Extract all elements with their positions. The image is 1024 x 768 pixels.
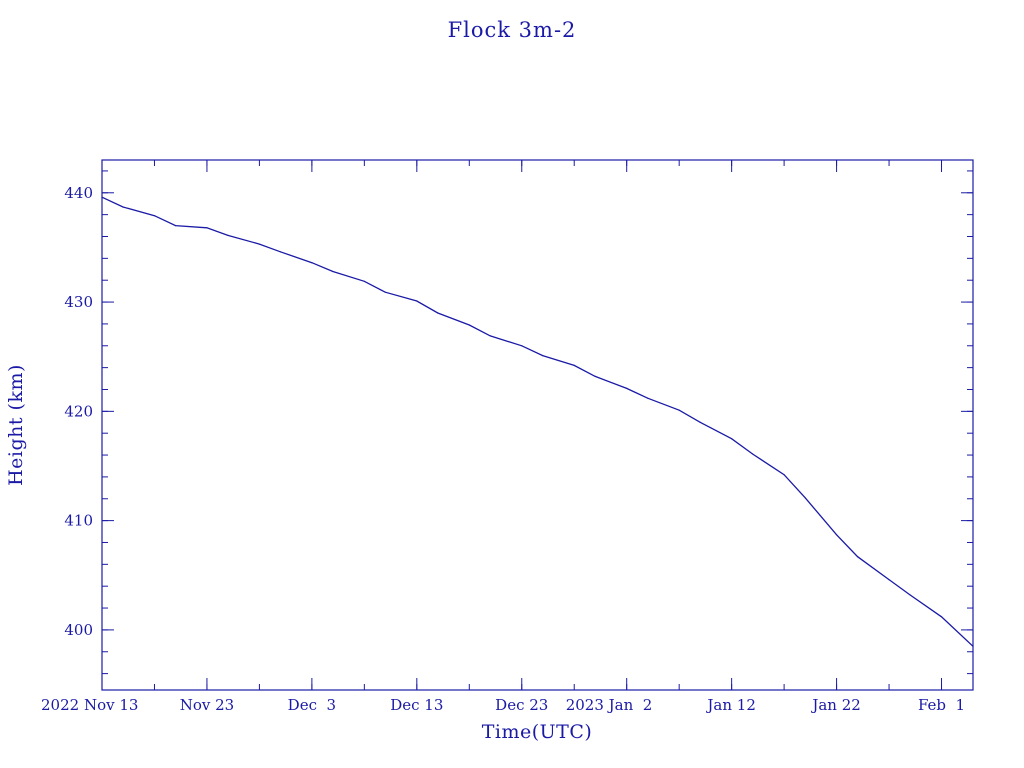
chart-title: Flock 3m-2 — [448, 18, 577, 42]
y-tick-label: 440 — [64, 184, 93, 202]
series-line — [101, 196, 974, 647]
data-point — [857, 556, 859, 558]
data-point — [384, 291, 386, 293]
data-point — [227, 234, 229, 236]
data-point — [489, 335, 491, 337]
data-point — [258, 243, 260, 245]
data-point — [783, 474, 785, 476]
data-point — [731, 438, 733, 440]
data-point — [363, 280, 365, 282]
x-tick-label: Nov 23 — [180, 696, 235, 714]
y-tick-label: 430 — [64, 293, 93, 311]
data-point — [542, 355, 544, 357]
data-point — [153, 215, 156, 217]
data-point — [909, 594, 911, 596]
data-point — [678, 409, 680, 411]
data-point — [206, 227, 208, 229]
data-point — [804, 497, 806, 499]
x-tick-label: Feb 1 — [918, 696, 965, 714]
y-axis-label: Height (km) — [5, 364, 27, 486]
data-point — [122, 206, 124, 208]
data-point — [573, 364, 575, 366]
axis-ticks — [101, 160, 973, 690]
data-point — [332, 270, 334, 273]
y-tick-label: 420 — [64, 402, 93, 420]
data-point — [888, 579, 890, 581]
plot-series — [101, 196, 974, 647]
x-tick-label: 2022 Nov 13 — [41, 696, 138, 714]
data-point — [594, 375, 596, 377]
data-point — [752, 453, 754, 455]
data-point — [279, 251, 281, 253]
x-axis-label: Time(UTC) — [482, 721, 593, 743]
data-point — [437, 312, 439, 314]
data-point — [416, 300, 418, 302]
data-point — [311, 262, 313, 264]
data-point — [468, 324, 470, 326]
data-point — [521, 345, 523, 347]
data-point — [940, 616, 943, 618]
data-point — [647, 397, 649, 399]
y-tick-label: 400 — [64, 621, 93, 639]
x-tick-label: Jan 12 — [705, 696, 755, 714]
x-tick-label: Jan 22 — [810, 696, 860, 714]
x-tick-label: Dec 23 — [495, 696, 548, 714]
data-point — [626, 387, 628, 389]
data-point — [174, 225, 177, 227]
x-tick-label: Dec 13 — [390, 696, 443, 714]
x-tick-label: Dec 3 — [288, 696, 336, 714]
y-tick-label: 410 — [64, 512, 93, 530]
data-point — [699, 421, 701, 423]
plot-frame — [101, 159, 974, 691]
data-point — [836, 534, 838, 536]
x-tick-label: 2023 Jan 2 — [566, 696, 653, 714]
axis-tick-labels: 2022 Nov 13 Nov 23 Dec 3 Dec 13 Dec 23 2023 J… — [41, 184, 965, 714]
